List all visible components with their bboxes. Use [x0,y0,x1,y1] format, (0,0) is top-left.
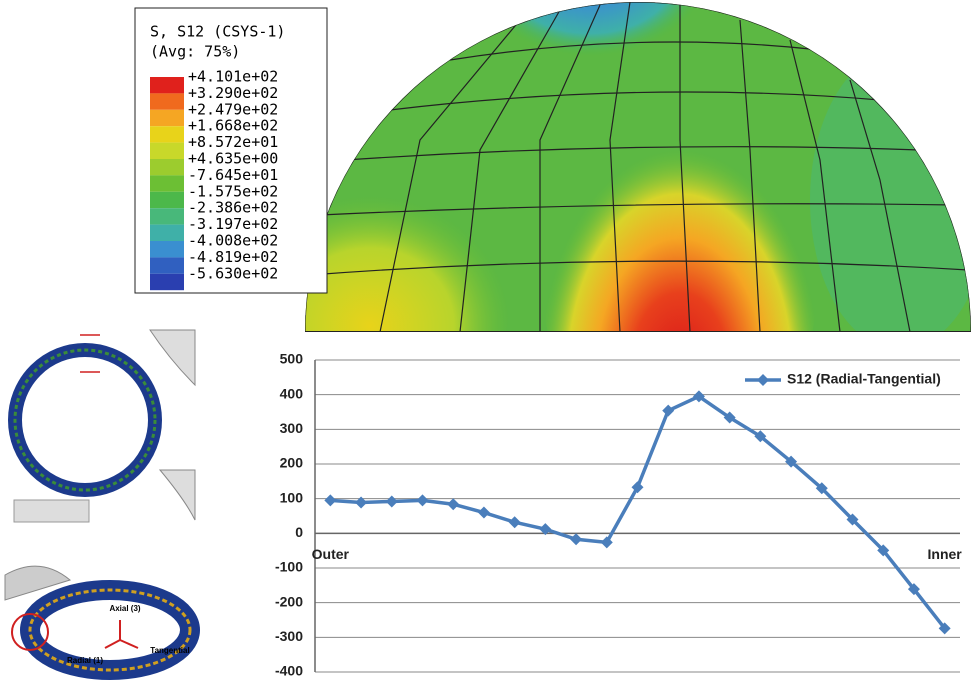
legend-value: -3.197e+02 [188,215,278,233]
legend-value: +8.572e+01 [188,133,278,151]
legend-swatch [150,274,184,290]
y-tick-label: 500 [280,351,304,367]
legend-value: -1.575e+02 [188,182,278,200]
legend-swatch [150,175,184,191]
legend-value: +2.479e+02 [188,100,278,118]
legend-value: -4.008e+02 [188,232,278,250]
contour-plot [230,0,978,480]
data-point [662,405,674,417]
y-tick-label: 300 [280,420,304,436]
legend-swatch [150,126,184,142]
legend-value: +4.101e+02 [188,68,278,86]
legend-swatch [150,143,184,159]
y-tick-label: 100 [280,489,304,505]
y-tick-label: 0 [295,524,303,540]
legend-swatch [150,225,184,241]
data-point [386,495,398,507]
legend-swatch [150,159,184,175]
legend-swatch [150,93,184,109]
legend-swatch [150,110,184,126]
legend-value: +3.290e+02 [188,84,278,102]
legend-title: S, S12 (CSYS-1) [150,23,285,41]
legend-value: +4.635e+00 [188,150,278,168]
radial-label: Radial (1) [67,656,103,665]
data-point [324,494,336,506]
legend-subtitle: (Avg: 75%) [150,43,240,61]
legend-swatch [150,192,184,208]
data-point [509,516,521,528]
y-tick-label: -400 [275,663,303,679]
axial-label: Axial (3) [109,604,140,613]
data-point [570,533,582,545]
legend-value: +1.668e+02 [188,117,278,135]
y-tick-label: 200 [280,455,304,471]
legend-swatch [150,77,184,93]
y-tick-label: 400 [280,385,304,401]
legend-marker [757,374,769,386]
x-tick-label: Outer [312,546,350,562]
data-point [417,494,429,506]
series-line [330,396,944,628]
data-point [447,498,459,510]
tangential-label: Tangential [150,646,189,655]
legend-value: -2.386e+02 [188,199,278,217]
legend-value: -7.645e+01 [188,166,278,184]
y-tick-label: -100 [275,559,303,575]
y-tick-label: -300 [275,628,303,644]
legend-swatch [150,257,184,273]
legend-value: -5.630e+02 [188,264,278,282]
legend-swatch [150,241,184,257]
legend-label: S12 (Radial-Tangential) [787,371,941,387]
x-tick-label: Inner [928,546,963,562]
legend-value: -4.819e+02 [188,248,278,266]
y-tick-label: -200 [275,593,303,609]
data-point [478,507,490,519]
left-thumbnails [5,325,195,680]
legend-swatch [150,208,184,224]
figure: S, S12 (CSYS-1) (Avg: 75%) Axial (3) Rad… [0,0,978,684]
